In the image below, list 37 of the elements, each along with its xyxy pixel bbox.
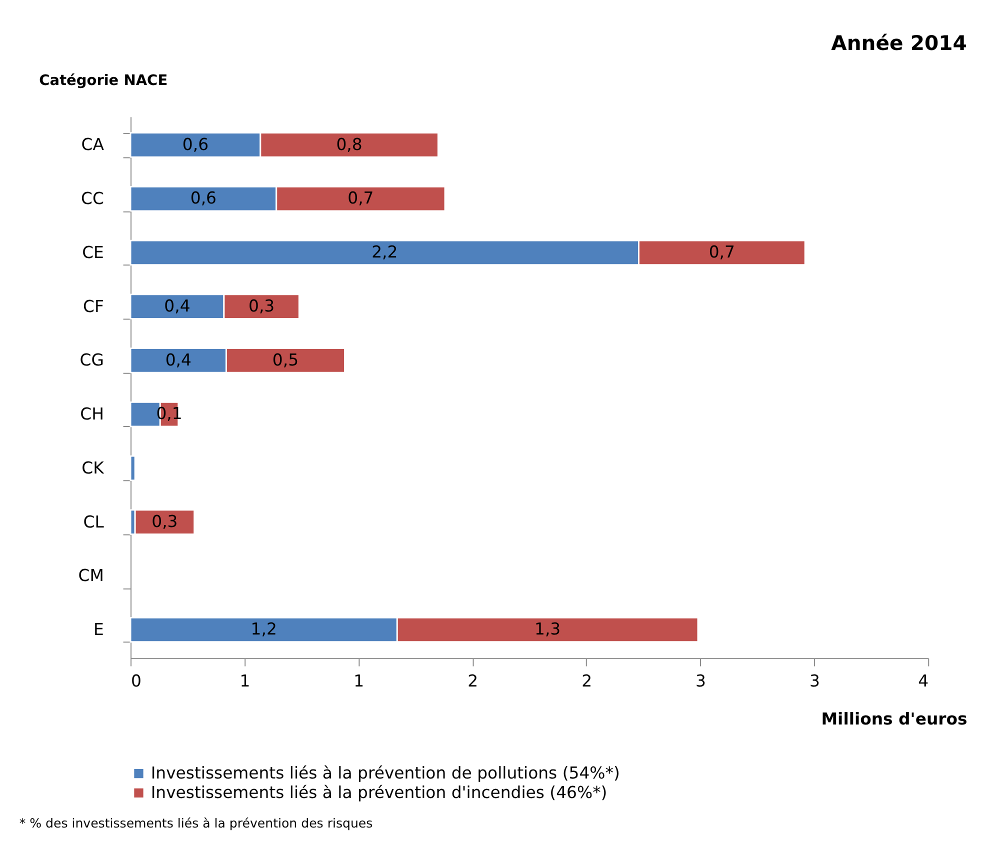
- x-tick-label: 3: [809, 672, 820, 691]
- data-label: 1,2: [250, 620, 277, 639]
- data-label: 0,7: [348, 188, 374, 208]
- x-tick-label: 2: [468, 672, 478, 691]
- data-label: 0,6: [190, 188, 217, 208]
- data-label: 0,5: [272, 350, 299, 370]
- data-label: 0,3: [248, 296, 275, 316]
- x-tick-label: 0: [131, 672, 142, 691]
- x-tick-label: 1: [354, 672, 364, 691]
- y-tick-label: CH: [80, 404, 104, 424]
- x-tick-label: 4: [918, 672, 929, 691]
- y-tick-label: E: [94, 620, 104, 640]
- data-label: 0,4: [164, 296, 190, 316]
- y-tick-label: CC: [80, 189, 104, 208]
- y-tick-label: CL: [83, 512, 105, 532]
- y-tick-label: CE: [82, 242, 104, 262]
- data-label: 2,2: [372, 242, 398, 262]
- text: * % des investissements liés à la prévention des risques: [19, 815, 373, 830]
- x-axis-title: Millions d'euros: [821, 709, 968, 728]
- y-tick-label: CG: [80, 350, 104, 370]
- data-label: 0,6: [182, 134, 209, 154]
- legend-label: Investissements liés à la prévention d'incendies (46%*): [150, 782, 608, 802]
- y-tick-label: CF: [83, 296, 104, 316]
- data-label: 0,7: [708, 242, 735, 262]
- chart-title: Année 2014: [831, 30, 967, 55]
- y-tick-label: CM: [78, 566, 104, 586]
- x-tick-label: 2: [582, 672, 592, 691]
- y-tick-label: CK: [82, 458, 106, 478]
- data-label: 0,4: [165, 350, 192, 370]
- x-tick-label: 1: [240, 672, 250, 691]
- y-tick-label: CA: [81, 135, 105, 154]
- data-label: 0,8: [336, 134, 362, 154]
- y-axis-title: Catégorie NACE: [39, 73, 168, 90]
- data-label: 0,3: [152, 512, 178, 531]
- legend-label: Investissements liés à la prévention de pollutions (54%*): [150, 763, 620, 782]
- x-tick-label: 3: [696, 672, 706, 691]
- data-label: 1,3: [534, 620, 561, 639]
